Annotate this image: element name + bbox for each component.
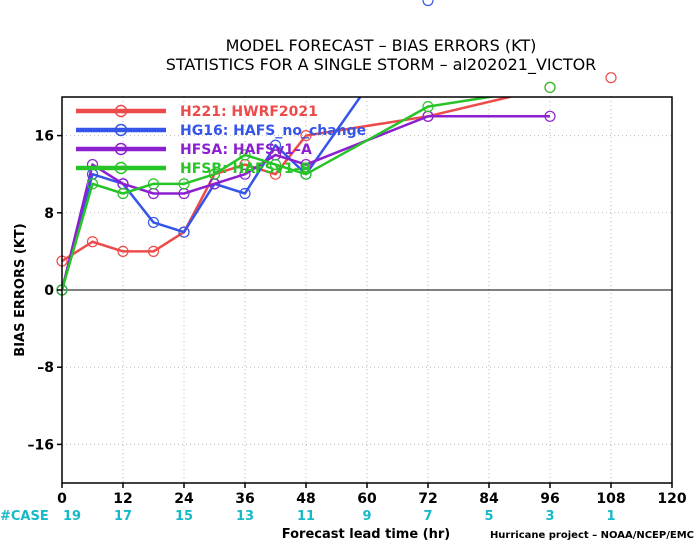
- case-count: 5: [484, 509, 493, 524]
- data-point: [178, 226, 190, 238]
- data-point: [422, 0, 434, 7]
- legend-swatch-marker: [114, 104, 128, 118]
- case-count: 9: [362, 509, 371, 524]
- x-tick-label: 24: [174, 491, 194, 507]
- x-tick-label: 0: [57, 491, 67, 507]
- data-point: [147, 216, 160, 229]
- x-tick-label: 72: [418, 491, 437, 507]
- y-tick-label: –16: [28, 437, 54, 453]
- legend: H221: HWRF2021 HG16: HAFS_no_change HFSA: …: [76, 104, 366, 177]
- data-point: [117, 245, 129, 257]
- legend-swatch-marker: [114, 161, 128, 175]
- x-tick-label: 60: [357, 491, 377, 507]
- data-point: [544, 81, 556, 93]
- legend-label: HFSB: HAFSv1–B: [180, 161, 311, 177]
- case-count: 19: [63, 509, 81, 524]
- case-count: 17: [114, 509, 132, 524]
- data-point: [86, 236, 99, 248]
- data-point: [147, 178, 160, 190]
- series-line-2: [62, 115, 550, 291]
- data-point: [239, 187, 251, 200]
- data-point: [86, 178, 99, 190]
- x-tick-label: 120: [657, 491, 686, 507]
- data-point: [422, 101, 434, 113]
- y-tick-label: 0: [44, 283, 54, 299]
- x-tick-label: 96: [540, 491, 559, 507]
- x-tick-label: 36: [235, 491, 254, 507]
- x-tick-label: 108: [596, 491, 625, 507]
- x-tick-label: 48: [296, 491, 315, 507]
- series-markers: [56, 0, 617, 296]
- x-axis-ticks: 0 12 24 36 48 60 72 84 96 108 120: [57, 483, 687, 507]
- case-count: 11: [297, 509, 315, 524]
- case-count: 13: [236, 509, 254, 524]
- data-point: [239, 168, 251, 180]
- data-point: [178, 178, 190, 190]
- data-point: [269, 158, 282, 171]
- chart-subtitle: STATISTICS FOR A SINGLE STORM – al202021…: [166, 55, 597, 75]
- y-tick-label: –8: [37, 360, 54, 376]
- legend-label: HG16: HAFS_no_change: [180, 123, 366, 139]
- legend-label: H221: HWRF2021: [180, 104, 318, 120]
- case-count: 3: [545, 509, 554, 524]
- y-tick-label: 16: [35, 129, 54, 145]
- chart-title: MODEL FORECAST – BIAS ERRORS (KT): [226, 36, 537, 55]
- legend-swatch-marker: [114, 123, 128, 137]
- credit-text: Hurricane project – NOAA/NCEP/EMC: [490, 530, 694, 541]
- x-tick-label: 84: [479, 491, 499, 507]
- data-point: [239, 149, 251, 161]
- y-axis-label: BIAS ERRORS (KT): [13, 223, 28, 356]
- legend-label: HFSA: HAFSv1–A: [180, 142, 312, 158]
- y-tick-label: 8: [44, 206, 54, 222]
- data-point: [605, 72, 617, 84]
- data-point: [208, 168, 221, 180]
- x-tick-label: 12: [113, 491, 132, 507]
- case-count: 1: [606, 509, 615, 524]
- data-point: [147, 245, 160, 257]
- y-axis-ticks: –16 –8 0 8 16: [28, 129, 62, 453]
- case-count: 15: [175, 509, 193, 524]
- data-point: [300, 168, 312, 180]
- series-line-3: [62, 97, 497, 291]
- case-label: #CASE: [0, 509, 49, 524]
- data-point: [300, 130, 312, 142]
- case-count: 7: [423, 509, 432, 524]
- x-axis-label: Forecast lead time (hr): [282, 527, 450, 542]
- data-point: [117, 187, 129, 200]
- data-point: [544, 110, 556, 122]
- legend-swatch-marker: [114, 142, 128, 156]
- case-counts: #CASE 19 17 15 13 11 9 7 5 3 1: [0, 509, 616, 524]
